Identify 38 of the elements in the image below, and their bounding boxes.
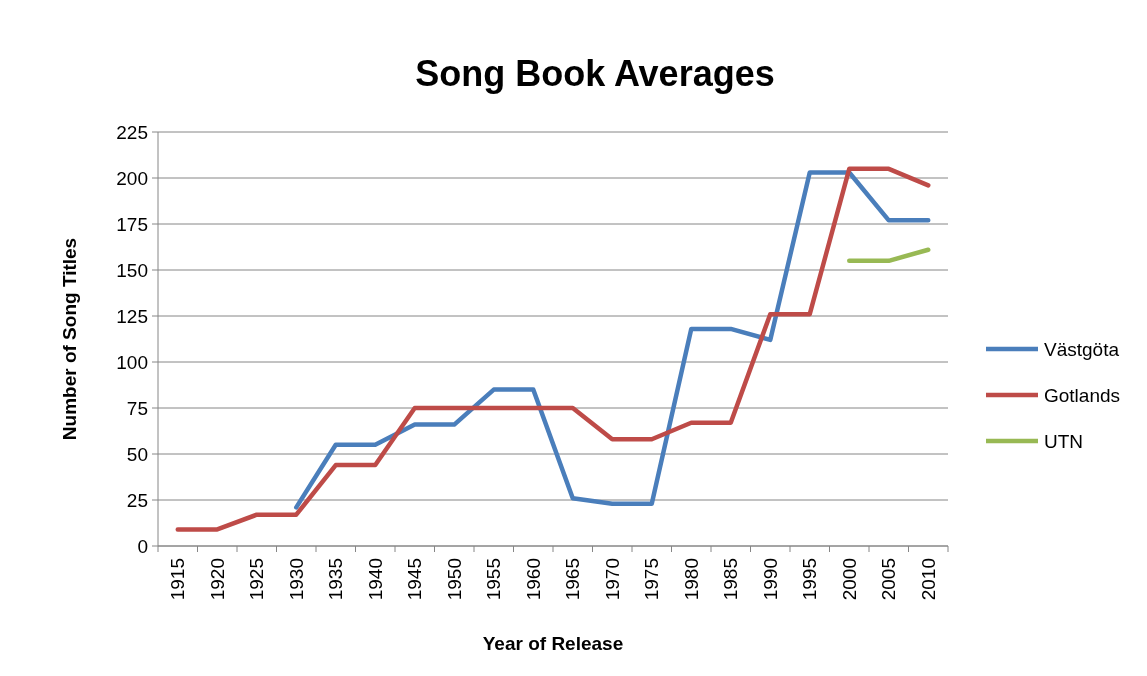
x-tick-label: 2000 xyxy=(838,558,860,601)
line-series xyxy=(294,170,931,510)
legend-label: UTN xyxy=(1044,430,1084,452)
legend-label: Västgöta xyxy=(1044,338,1120,360)
y-axis-title: Number of Song Titles xyxy=(59,237,80,441)
x-tick-label: 1920 xyxy=(206,558,228,601)
y-tick-label: 75 xyxy=(126,397,148,419)
x-tick-label: 1945 xyxy=(404,558,426,601)
chart-title: Song Book Averages xyxy=(415,53,775,94)
x-tick-label: 1990 xyxy=(759,558,781,601)
x-tick-label: 1965 xyxy=(562,558,584,601)
x-tick-label: 1970 xyxy=(601,558,623,601)
x-tick-label: 1980 xyxy=(680,558,702,601)
x-tick-label: 1950 xyxy=(443,558,465,601)
legend-label: Gotlands xyxy=(1044,384,1121,406)
x-tick-label: 1975 xyxy=(641,558,663,601)
x-tick-label: 2010 xyxy=(917,558,939,601)
y-tick-label: 200 xyxy=(116,167,148,189)
y-tick-label: 50 xyxy=(126,443,148,465)
x-tick-label: 1925 xyxy=(246,558,268,601)
y-tick-label: 150 xyxy=(116,259,148,281)
x-tick-label: 2005 xyxy=(878,558,900,601)
y-tick-label: 125 xyxy=(116,305,148,327)
x-tick-label: 1915 xyxy=(167,558,189,601)
x-tick-label: 1995 xyxy=(799,558,821,601)
x-tick-label: 1955 xyxy=(483,558,505,601)
y-tick-label: 25 xyxy=(126,489,148,511)
y-tick-label: 100 xyxy=(116,351,148,373)
x-tick-label: 1930 xyxy=(285,558,307,601)
x-tick-label: 1940 xyxy=(364,558,386,601)
line-series xyxy=(175,166,931,532)
x-tick-label: 1935 xyxy=(325,558,347,601)
x-tick-label: 1960 xyxy=(522,558,544,601)
y-tick-label: 175 xyxy=(116,213,148,235)
y-tick-label: 0 xyxy=(137,535,148,557)
y-tick-label: 225 xyxy=(116,121,148,143)
x-tick-label: 1985 xyxy=(720,558,742,601)
x-axis-title: Year of Release xyxy=(482,633,624,654)
